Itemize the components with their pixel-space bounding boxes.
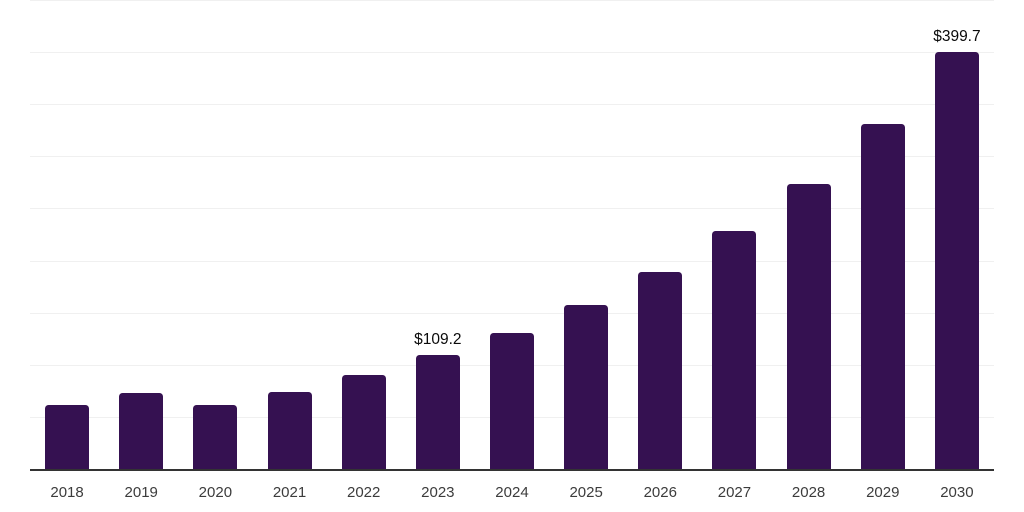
x-axis-line xyxy=(30,469,994,471)
bar-2027[interactable] xyxy=(712,231,757,469)
x-tick-2024: 2024 xyxy=(495,484,529,501)
x-tick-2019: 2019 xyxy=(124,484,158,501)
bar-2026[interactable] xyxy=(638,271,683,469)
x-tick-2028: 2028 xyxy=(791,484,826,501)
bar-2018[interactable] xyxy=(45,405,90,469)
gridline xyxy=(30,104,994,106)
x-tick-2021: 2021 xyxy=(272,484,307,501)
bar-2023[interactable] xyxy=(415,355,460,469)
gridline xyxy=(30,260,994,262)
x-tick-2029: 2029 xyxy=(866,484,900,501)
bar-2029[interactable] xyxy=(860,124,905,469)
x-tick-2025: 2025 xyxy=(569,484,603,501)
gridline xyxy=(30,312,994,314)
gridline xyxy=(30,52,994,54)
gridline xyxy=(30,156,994,158)
bar-2022[interactable] xyxy=(341,374,386,469)
bar-2028[interactable] xyxy=(786,183,831,469)
bar-2030[interactable] xyxy=(934,52,979,469)
gridline xyxy=(30,0,994,1)
x-tick-2022: 2022 xyxy=(346,484,381,501)
x-tick-2020: 2020 xyxy=(198,484,233,501)
x-tick-2018: 2018 xyxy=(50,484,84,501)
x-tick-2023: 2023 xyxy=(421,484,455,501)
bar-2021[interactable] xyxy=(267,391,312,469)
x-tick-2026: 2026 xyxy=(643,484,677,501)
x-tick-2030: 2030 xyxy=(940,484,974,501)
bar-2020[interactable] xyxy=(193,405,238,469)
bar-2019[interactable] xyxy=(119,393,164,469)
bar-2025[interactable] xyxy=(564,304,609,469)
bar-2024[interactable] xyxy=(490,332,534,469)
value-label-2030: $399.7 xyxy=(933,28,981,46)
value-label-2023: $109.2 xyxy=(414,331,462,349)
gridline xyxy=(30,208,994,210)
x-tick-2027: 2027 xyxy=(717,484,752,501)
